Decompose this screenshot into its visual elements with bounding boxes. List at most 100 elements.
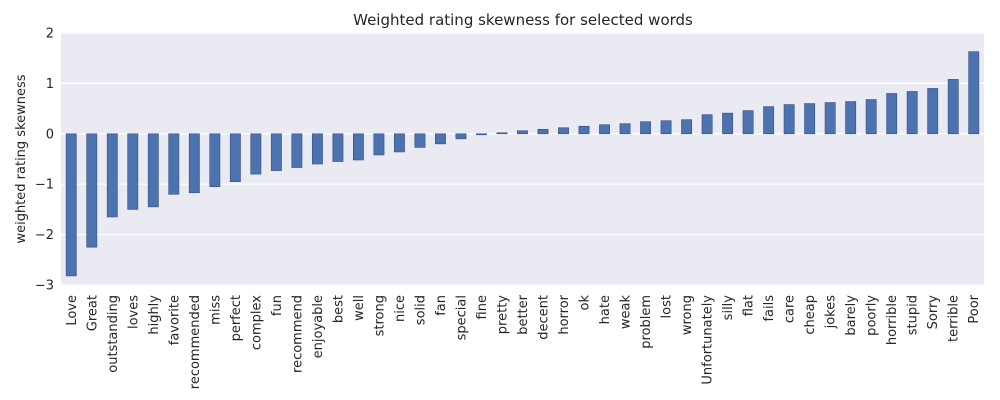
bar-stupid [906,91,918,135]
bar-wrong [681,119,693,135]
bar-great [86,133,98,248]
bar-fails [763,106,775,135]
x-tick-label: jokes [824,295,839,330]
bar-flat [742,110,754,135]
y-tick-labels: −3 −2 −1 0 1 2 [35,27,54,294]
x-tick-label: horror [557,294,572,334]
bar-fun [270,133,282,171]
x-tick-label: favorite [167,295,182,345]
chart-title: Weighted rating skewness for selected wo… [353,11,693,29]
x-tick-label: problem [639,295,654,349]
bar-unfortunately [701,114,713,135]
x-tick-label: outstanding [106,295,121,373]
y-tick-label: 0 [46,127,54,142]
bar-highly [147,133,159,208]
bar-better [517,130,528,135]
bar-love [65,133,77,277]
x-tick-label: fails [762,295,777,322]
x-tick-label: stupid [906,295,921,335]
bar-barely [845,101,857,135]
bar-weak [619,123,631,135]
x-tick-label: recommended [188,295,203,389]
bar-outstanding [106,133,118,218]
bar-poor [968,51,980,135]
x-tick-label: solid [413,295,428,325]
x-tick-label: well [352,295,367,321]
x-tick-label: Sorry [926,295,941,330]
y-tick-label: −2 [35,228,54,243]
bar-horror [558,127,569,135]
y-tick-label: −1 [35,178,54,193]
bar-fine [476,133,487,136]
x-tick-label: wrong [680,295,695,335]
bar-nice [394,133,405,153]
x-tick-label: silly [721,295,736,321]
x-tick-label: pretty [495,295,510,335]
x-tick-label: fine [475,295,490,319]
x-tick-label: terrible [947,295,962,342]
bar-jokes [824,102,836,135]
bar-complex [250,133,262,175]
x-tick-label: fan [434,295,449,316]
bars [65,51,980,277]
bar-silly [722,112,734,135]
x-tick-label: fun [270,295,285,316]
bar-hate [599,124,610,135]
bar-ok [578,125,590,135]
bar-care [783,104,795,135]
bar-well [352,133,364,161]
bar-terrible [947,79,959,135]
x-tick-label: loves [126,295,141,329]
bar-problem [640,121,651,135]
bar-enjoyable [311,133,323,165]
bar-horrible [886,93,898,135]
x-tick-label: lost [660,295,675,318]
x-tick-label: poorly [865,295,880,336]
bar-solid [414,133,426,148]
bar-strong [373,133,385,156]
x-tick-label: complex [249,295,264,350]
x-tick-label: Love [65,295,80,326]
y-tick-label: 2 [46,27,54,42]
bar-fan [435,133,446,145]
x-tick-label: flat [742,295,757,316]
x-tick-label: decent [537,295,552,340]
bar-lost [660,120,672,135]
x-tick-label: ok [578,295,593,311]
bar-cheap [804,103,816,135]
x-tick-label: better [516,294,531,334]
bar-recommend [291,133,303,168]
x-tick-label: cheap [803,295,818,335]
bar-perfect [229,133,241,182]
x-tick-label: enjoyable [311,295,326,358]
x-tick-label: strong [372,295,387,336]
bar-best [332,133,344,162]
bar-miss [209,133,221,188]
x-tick-label: highly [147,295,162,335]
x-tick-label: miss [208,295,223,325]
x-tick-labels: Love Great outstanding loves highly favorite r… [65,294,982,389]
x-tick-label: recommend [290,295,305,373]
y-tick-label: −3 [35,279,54,294]
x-tick-label: barely [844,295,859,336]
bar-sorry [927,88,939,135]
x-tick-label: perfect [229,295,244,341]
x-tick-label: Great [85,295,100,331]
x-tick-label: care [783,295,798,323]
x-tick-label: Unfortunately [701,295,716,385]
x-tick-label: horrible [885,295,900,345]
y-axis-label: weighted rating skewness [14,74,29,243]
bar-special [455,133,467,140]
x-tick-label: best [331,295,346,323]
x-tick-label: Poor [967,294,982,323]
bar-pretty [496,132,508,135]
y-tick-label: 1 [46,77,54,92]
bar-loves [127,133,139,210]
bar-decent [537,128,549,135]
x-tick-label: weak [619,295,634,330]
x-tick-label: special [454,295,469,340]
bar-favorite [168,133,180,195]
x-tick-label: hate [598,295,613,324]
